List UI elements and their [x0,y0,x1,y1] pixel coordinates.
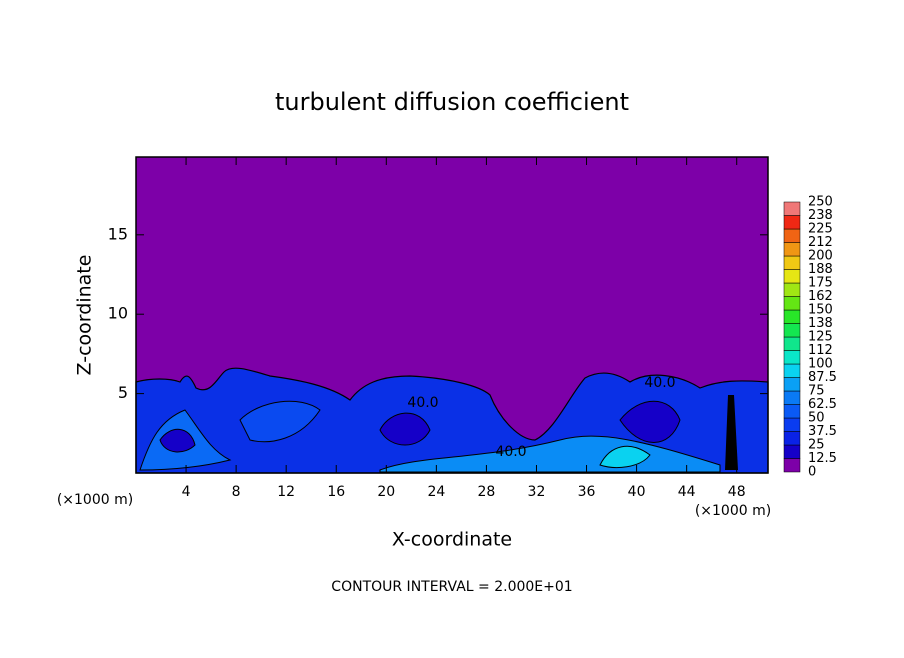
colorbar-segment [783,201,801,216]
x-tick-label: 24 [427,484,445,500]
colorbar-segment [783,404,801,419]
colorbar-label: 225 [808,222,833,237]
colorbar-segment [783,377,801,392]
turbulent-layer [135,367,769,474]
x-axis-label: X-coordinate [392,529,512,551]
x-tick-label: 16 [327,484,345,500]
colorbar-label: 112 [808,343,833,358]
colorbar-label: 125 [808,330,833,345]
colorbar-label: 250 [808,195,833,210]
colorbar-segment [783,255,801,270]
colorbar-label: 37.5 [808,424,837,439]
colorbar-label: 212 [808,235,833,250]
colorbar-segment [783,215,801,230]
colorbar-label: 0 [808,465,816,480]
colorbar-label: 62.5 [808,397,837,412]
y-tick-label: 5 [118,383,128,402]
y-tick-label: 10 [108,304,128,323]
x-tick-label: 8 [232,484,241,500]
colorbar-label: 75 [808,384,825,399]
colorbar-segment [783,242,801,257]
colorbar-segment [783,390,801,405]
colorbar-segment [783,336,801,351]
x-tick-label: 44 [678,484,696,500]
x-tick-label: 28 [478,484,496,500]
colorbar-segment [783,228,801,243]
contour-label: 40.0 [495,444,526,460]
footer: CONTOUR INTERVAL = 2.000E+01 [331,579,572,595]
contour-label: 40.0 [407,395,438,411]
colorbar-label: 12.5 [808,451,837,466]
colorbar-label: 87.5 [808,370,837,385]
x-tick-label: 12 [277,484,295,500]
plot-frame [135,156,769,474]
colorbar-label: 162 [808,289,833,304]
x-tick-label: 20 [377,484,395,500]
colorbar-segment [783,363,801,378]
y-tick-label: 15 [108,224,128,243]
colorbar-segment [783,444,801,459]
colorbar-label: 238 [808,208,833,223]
colorbar-segment [783,431,801,446]
contour-label: 40.0 [644,375,675,391]
colorbar-segment [783,296,801,311]
colorbar-segment [783,350,801,365]
x-tick-label: 48 [728,484,746,500]
colorbar-label: 50 [808,411,825,426]
colorbar-label: 150 [808,303,833,318]
colorbar-segment [783,458,801,473]
colorbar-segment [783,309,801,324]
colorbar-label: 100 [808,357,833,372]
x-tick-label: 40 [628,484,646,500]
colorbar-label: 175 [808,276,833,291]
colorbar-segment [783,282,801,297]
colorbar-segment [783,323,801,338]
x-tick-label: 36 [578,484,596,500]
y-axis-label: Z-coordinate [74,255,96,376]
x-unit: (×1000 m) [695,503,771,519]
colorbar-label: 188 [808,262,833,277]
colorbar-label: 138 [808,316,833,331]
colorbar-segment [783,417,801,432]
colorbar-label: 200 [808,249,833,264]
y-unit: (×1000 m) [57,492,133,508]
x-tick-label: 32 [528,484,546,500]
chart-title: turbulent diffusion coefficient [275,88,629,116]
x-tick-label: 4 [182,484,191,500]
colorbar-segment [783,269,801,284]
colorbar-label: 25 [808,438,825,453]
